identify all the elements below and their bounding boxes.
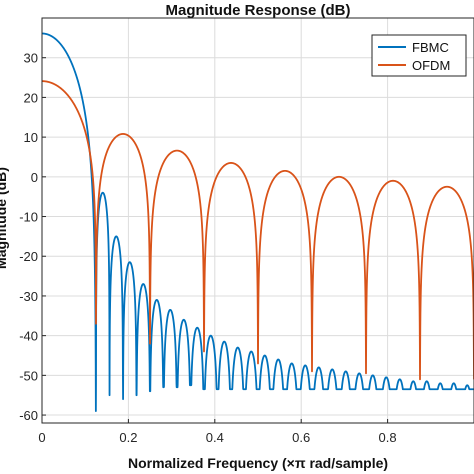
x-tick-label: 0 [38,430,45,445]
chart-title: Magnitude Response (dB) [165,2,350,19]
y-tick-label: -60 [19,408,38,423]
series-layer [41,32,474,413]
legend: FBMC OFDM [371,34,467,77]
y-tick-label: 20 [24,90,38,105]
legend-box [371,34,467,77]
legend-entry-label: FBMC [412,40,449,55]
x-tick-label: 0.2 [119,430,137,445]
x-axis-label: Normalized Frequency (×π rad/sample) [128,455,388,471]
y-tick-label: 0 [31,170,38,185]
x-axis-ticks: 0 0.2 0.4 0.6 0.8 [38,419,397,445]
y-tick-label: -30 [19,289,38,304]
plot-area-frame [41,17,474,424]
x-tick-label: 0.8 [379,430,397,445]
legend-entry-label: OFDM [412,58,450,73]
y-axis-label: Magnitude (dB) [0,167,9,269]
y-tick-label: -20 [19,249,38,264]
y-tick-label: 30 [24,51,38,66]
y-tick-label: -10 [19,210,38,225]
y-tick-label: -40 [19,329,38,344]
x-tick-label: 0.4 [206,430,224,445]
y-tick-label: -50 [19,368,38,383]
series-line-ofdm [41,80,474,381]
y-tick-label: 10 [24,130,38,145]
y-axis-ticks: 30 20 10 0 -10 -20 -30 -40 -50 -60 [19,51,46,423]
x-tick-label: 0.6 [292,430,310,445]
series-line-fbmc [41,32,474,413]
